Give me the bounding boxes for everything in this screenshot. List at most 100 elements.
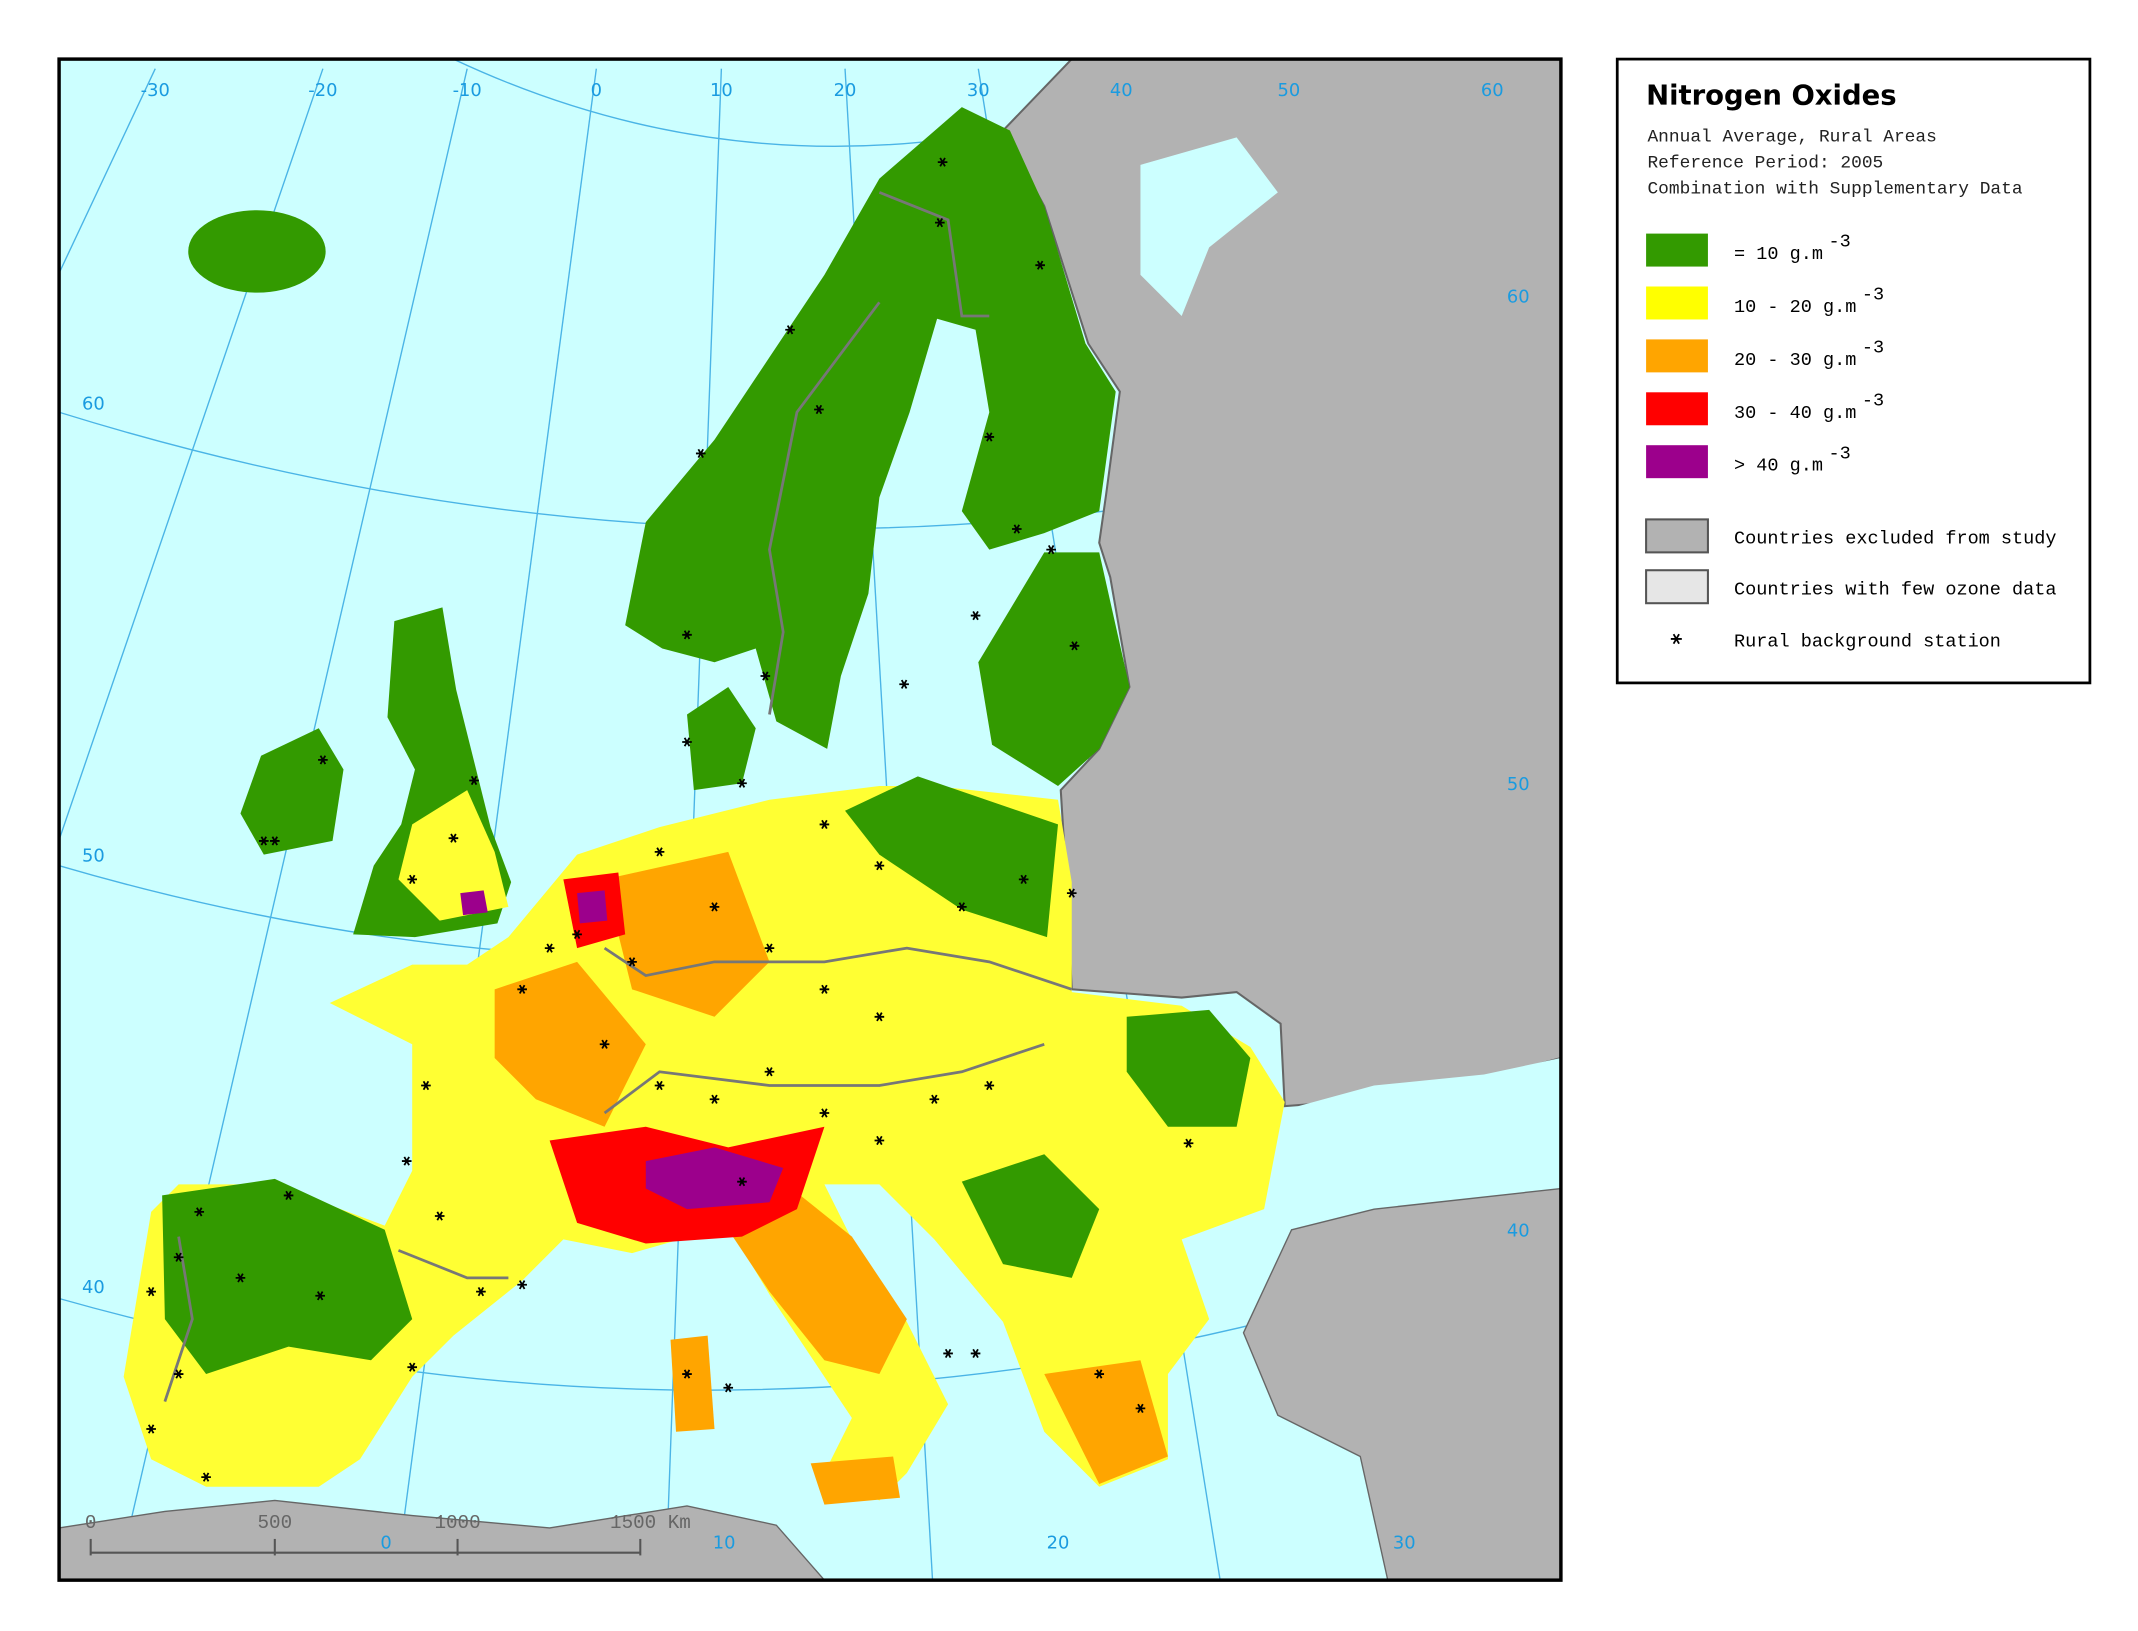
baltic-states — [978, 552, 1130, 786]
graticule-label: 20 — [1047, 1533, 1070, 1554]
legend-unit-exponent: -3 — [1828, 232, 1850, 253]
legend-label: 10 - 20 g.m — [1734, 297, 1856, 318]
station-symbol — [173, 1369, 184, 1379]
station-symbol — [935, 217, 945, 228]
station-symbol — [517, 984, 527, 994]
station-symbol — [654, 1080, 665, 1091]
scandinavia — [625, 107, 1116, 749]
station-symbol — [737, 1177, 747, 1187]
legend-swatch — [1645, 569, 1709, 605]
graticule-label: 50 — [82, 846, 105, 867]
station-symbol — [819, 819, 830, 830]
scale-bar-label: 0 — [85, 1512, 97, 1534]
station-symbol — [723, 1383, 734, 1393]
station-symbol — [1011, 524, 1022, 534]
legend-unit-exponent: -3 — [1862, 338, 1884, 359]
graticule-label: -30 — [141, 80, 170, 101]
excluded-region-southeast — [1242, 1187, 1561, 1581]
graticule-label: 60 — [1507, 286, 1530, 307]
station-symbol — [654, 847, 665, 857]
station-symbol — [235, 1273, 246, 1283]
graticule-label: 10 — [713, 1533, 736, 1554]
london-purple — [460, 890, 488, 916]
border-line — [878, 191, 990, 318]
station-symbol — [709, 902, 720, 912]
station-symbol — [476, 1286, 486, 1297]
station-symbol — [709, 1094, 720, 1104]
station-symbol — [469, 775, 479, 786]
station-symbol — [943, 1348, 953, 1359]
legend-title: Nitrogen Oxides — [1646, 79, 1896, 111]
station-symbol — [201, 1472, 211, 1482]
graticule-label: 0 — [380, 1533, 391, 1554]
black-sea — [1298, 1058, 1561, 1230]
station-symbol — [937, 157, 948, 167]
station-symbol — [764, 943, 775, 953]
legend-subtitle: Annual Average, Rural Areas — [1647, 128, 1936, 148]
station-symbol — [1018, 874, 1029, 885]
station-symbol — [259, 836, 269, 846]
border-line — [603, 1042, 1045, 1115]
legend-label: Countries with few ozone data — [1734, 579, 2057, 600]
italy-orange — [714, 1181, 907, 1375]
station-symbol — [737, 778, 747, 788]
station-symbol — [984, 432, 995, 442]
legend-label: = 10 g.m — [1734, 244, 1823, 265]
stations — [146, 157, 1194, 1482]
station-symbol — [682, 630, 692, 640]
sardinia — [670, 1335, 715, 1432]
station-symbol — [785, 325, 795, 335]
station-symbol — [627, 957, 637, 967]
station-symbol — [421, 1080, 431, 1091]
station-symbol — [874, 861, 885, 871]
station-symbol — [819, 984, 830, 994]
station-symbol — [819, 1108, 830, 1118]
station-symbol — [434, 1211, 445, 1221]
legend-subtitle: Combination with Supplementary Data — [1647, 180, 2022, 200]
station-symbol — [1066, 888, 1077, 898]
station-symbol — [1135, 1403, 1146, 1414]
legend-swatch — [1646, 233, 1708, 267]
england-yellow — [398, 790, 509, 921]
scale-bar-label: 1000 — [434, 1512, 480, 1534]
station-symbol — [572, 929, 582, 939]
station-symbol — [1094, 1369, 1105, 1379]
station-symbol — [318, 755, 328, 765]
border-line — [603, 946, 1073, 991]
balkans-green — [961, 1154, 1100, 1278]
graticule-label: 50 — [1277, 80, 1300, 101]
graticule-label: -20 — [308, 80, 337, 101]
station-symbol — [682, 1369, 692, 1379]
graticule-labels: -30 -20 -10 0 10 20 30 40 50 60 60 50 40 60 50 40 0 10 20 3… — [82, 80, 1530, 1553]
graticule-label: 10 — [710, 80, 733, 101]
graticule-label: 60 — [1481, 80, 1504, 101]
station-symbol — [544, 943, 555, 953]
sicily — [810, 1456, 900, 1505]
graticule-label: 20 — [834, 80, 857, 101]
legend-swatch — [1645, 518, 1709, 554]
station-symbol — [764, 1067, 775, 1077]
station-symbol — [401, 1156, 412, 1166]
legend-label: Rural background station — [1734, 632, 2001, 653]
station-symbol — [929, 1094, 940, 1104]
station-symbol — [599, 1039, 610, 1049]
legend-subtitle: Reference Period: 2005 — [1647, 154, 1883, 174]
station-symbol — [146, 1424, 156, 1434]
ireland — [240, 728, 344, 855]
map-body — [59, 59, 1561, 1581]
station-symbol — [899, 679, 909, 689]
station-symbol — [760, 671, 771, 681]
po-valley-purple — [645, 1147, 784, 1210]
scale-bar-label: 500 — [258, 1512, 293, 1534]
legend-unit-exponent: -3 — [1862, 285, 1884, 306]
longitude-line — [59, 68, 324, 842]
legend-unit-exponent: -3 — [1862, 390, 1884, 411]
station-symbol — [146, 1286, 156, 1297]
graticule-label: 40 — [1507, 1221, 1530, 1242]
station-symbol — [173, 1252, 184, 1262]
station-symbol — [517, 1280, 527, 1290]
graticule-label: -10 — [453, 80, 482, 101]
